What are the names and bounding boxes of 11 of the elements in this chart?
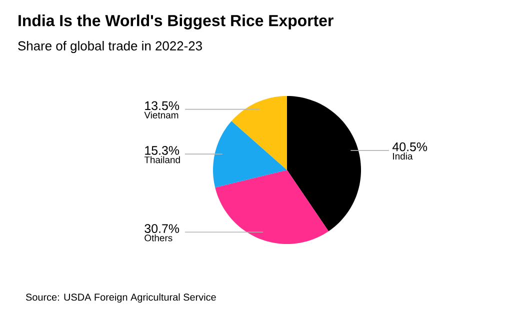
slice-label: Vietnam <box>144 111 178 118</box>
data-label: 13.5% <box>145 101 180 110</box>
source-note: Source: USDA Foreign Agricultural Service <box>26 293 216 303</box>
chart-subtitle: Share of global trade in 2022-23 <box>18 40 202 54</box>
data-label: 15.3% <box>145 146 180 155</box>
data-label: 30.7% <box>144 224 180 233</box>
chart-title: India Is the World's Biggest Rice Exporter <box>18 14 334 30</box>
slice-label: India <box>393 152 413 160</box>
slice-label: Others <box>144 234 172 242</box>
data-label: 40.5% <box>392 142 428 152</box>
slice-label: Thailand <box>144 156 180 164</box>
